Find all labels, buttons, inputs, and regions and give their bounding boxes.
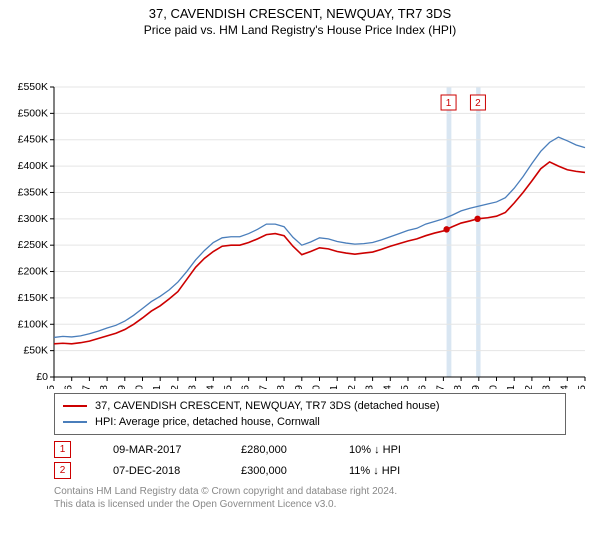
svg-text:2024: 2024 [558, 385, 570, 389]
svg-text:£100K: £100K [18, 318, 48, 330]
svg-text:2015: 2015 [399, 385, 411, 389]
svg-text:1999: 1999 [116, 385, 128, 389]
svg-text:£400K: £400K [18, 160, 48, 172]
title-area: 37, CAVENDISH CRESCENT, NEWQUAY, TR7 3DS… [0, 0, 600, 39]
svg-text:£150K: £150K [18, 292, 48, 304]
transaction-date: 07-DEC-2018 [113, 465, 213, 477]
transaction-date: 09-MAR-2017 [113, 444, 213, 456]
svg-text:£350K: £350K [18, 186, 48, 198]
svg-text:2017: 2017 [434, 385, 446, 389]
svg-text:£450K: £450K [18, 134, 48, 146]
footer-line: Contains HM Land Registry data © Crown c… [54, 485, 566, 498]
svg-text:2002: 2002 [169, 385, 181, 389]
svg-text:2011: 2011 [328, 385, 340, 389]
svg-text:2023: 2023 [541, 385, 553, 389]
svg-text:2020: 2020 [488, 385, 500, 389]
svg-text:1996: 1996 [63, 385, 75, 389]
svg-text:2008: 2008 [275, 385, 287, 389]
svg-text:2005: 2005 [222, 385, 234, 389]
svg-text:2016: 2016 [417, 385, 429, 389]
legend-swatch [63, 405, 87, 407]
chart-container: 37, CAVENDISH CRESCENT, NEWQUAY, TR7 3DS… [0, 0, 600, 511]
footer-text: Contains HM Land Registry data © Crown c… [54, 485, 566, 511]
transaction-marker: 2 [54, 462, 71, 479]
svg-text:2004: 2004 [204, 385, 216, 389]
svg-text:2000: 2000 [134, 385, 146, 389]
transaction-row: 2 07-DEC-2018 £300,000 11% ↓ HPI [54, 462, 566, 479]
svg-text:1997: 1997 [80, 385, 92, 389]
svg-text:2022: 2022 [523, 385, 535, 389]
svg-text:£250K: £250K [18, 239, 48, 251]
transaction-diff: 11% ↓ HPI [349, 465, 400, 477]
svg-text:1998: 1998 [98, 385, 110, 389]
legend-box: 37, CAVENDISH CRESCENT, NEWQUAY, TR7 3DS… [54, 393, 566, 435]
svg-text:1995: 1995 [45, 385, 57, 389]
svg-text:1: 1 [446, 98, 452, 109]
marker-number: 1 [60, 444, 66, 455]
legend-item: 37, CAVENDISH CRESCENT, NEWQUAY, TR7 3DS… [63, 398, 557, 414]
svg-text:2010: 2010 [311, 385, 323, 389]
svg-text:2: 2 [475, 98, 481, 109]
transaction-diff: 10% ↓ HPI [349, 444, 401, 456]
svg-text:£0: £0 [36, 371, 48, 383]
svg-text:2013: 2013 [364, 385, 376, 389]
svg-text:2014: 2014 [381, 385, 393, 389]
svg-text:2001: 2001 [151, 385, 163, 389]
marker-number: 2 [60, 465, 66, 476]
svg-text:2009: 2009 [293, 385, 305, 389]
svg-text:2019: 2019 [470, 385, 482, 389]
transaction-price: £280,000 [241, 444, 321, 456]
svg-text:2018: 2018 [452, 385, 464, 389]
svg-text:2021: 2021 [505, 385, 517, 389]
transaction-row: 1 09-MAR-2017 £280,000 10% ↓ HPI [54, 441, 566, 458]
plot-svg: £0 £50K £100K £150K £200K £250K £300K £350K £400… [0, 39, 600, 389]
footer-line: This data is licensed under the Open Gov… [54, 498, 566, 511]
chart-subtitle: Price paid vs. HM Land Registry's House … [0, 23, 600, 37]
chart-title: 37, CAVENDISH CRESCENT, NEWQUAY, TR7 3DS [0, 6, 600, 21]
svg-text:2006: 2006 [240, 385, 252, 389]
legend-swatch [63, 421, 87, 423]
svg-text:£50K: £50K [23, 345, 48, 357]
svg-text:2025: 2025 [576, 385, 588, 389]
svg-text:£300K: £300K [18, 213, 48, 225]
svg-text:2007: 2007 [257, 385, 269, 389]
transaction-price: £300,000 [241, 465, 321, 477]
legend-item: HPI: Average price, detached house, Corn… [63, 414, 557, 430]
svg-text:2012: 2012 [346, 385, 358, 389]
svg-text:£200K: £200K [18, 266, 48, 278]
transactions-list: 1 09-MAR-2017 £280,000 10% ↓ HPI 2 07-DE… [54, 441, 566, 479]
svg-text:2003: 2003 [187, 385, 199, 389]
svg-text:£550K: £550K [18, 81, 48, 93]
legend-label: 37, CAVENDISH CRESCENT, NEWQUAY, TR7 3DS… [95, 400, 440, 412]
svg-text:£500K: £500K [18, 107, 48, 119]
transaction-marker: 1 [54, 441, 71, 458]
legend-label: HPI: Average price, detached house, Corn… [95, 416, 320, 428]
